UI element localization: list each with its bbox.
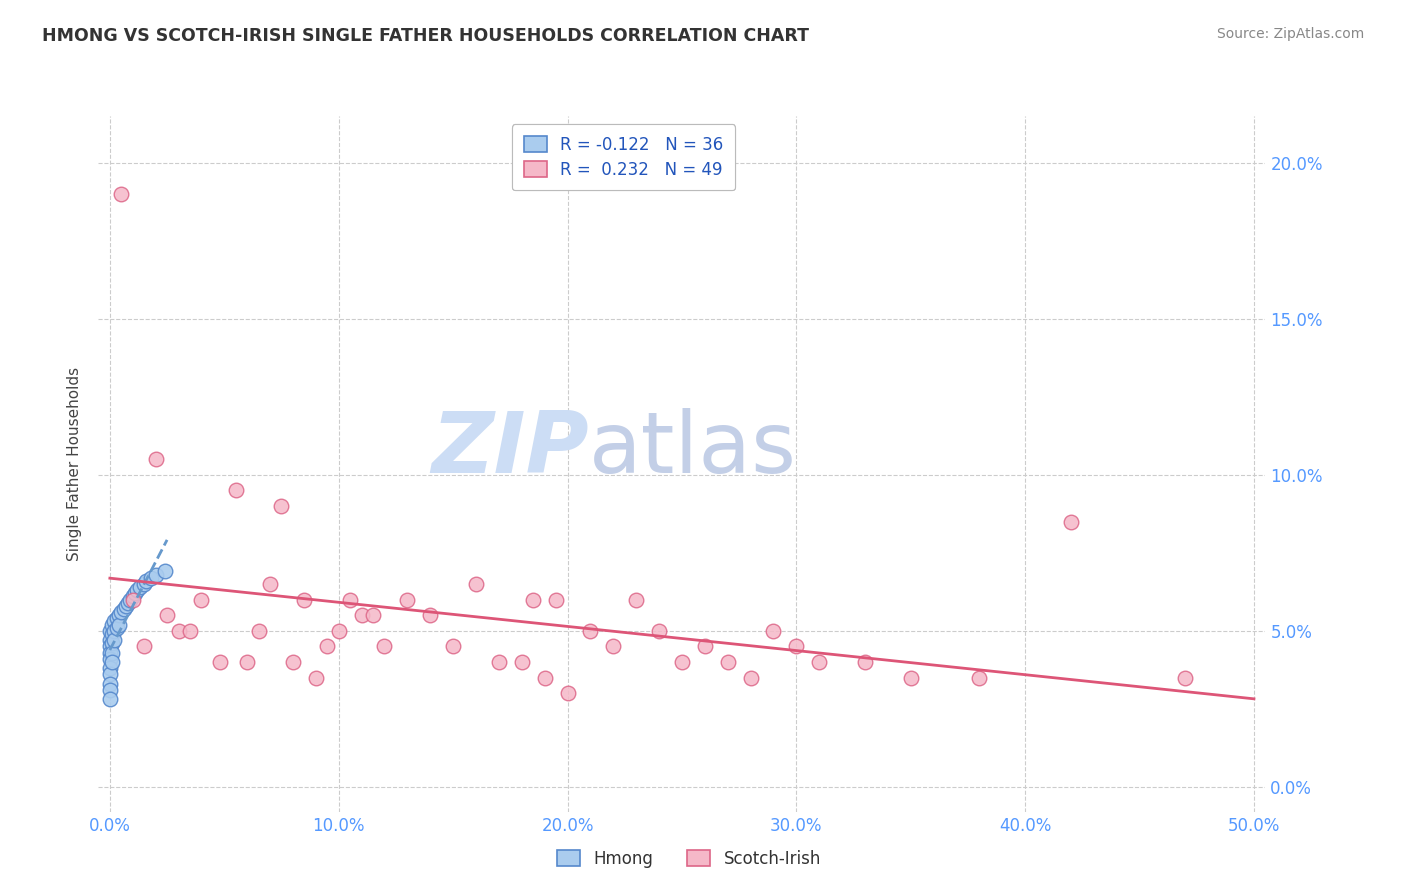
Point xyxy=(510,655,533,669)
Point xyxy=(247,624,270,638)
Point xyxy=(740,671,762,685)
Point xyxy=(969,671,991,685)
Point xyxy=(441,640,464,654)
Point xyxy=(98,661,121,675)
Point xyxy=(98,640,121,654)
Point xyxy=(179,624,201,638)
Point xyxy=(419,608,441,623)
Point xyxy=(167,624,190,638)
Point xyxy=(208,655,231,669)
Point xyxy=(145,452,167,467)
Point xyxy=(127,583,149,598)
Point xyxy=(717,655,740,669)
Point xyxy=(808,655,831,669)
Legend: R = -0.122   N = 36, R =  0.232   N = 49: R = -0.122 N = 36, R = 0.232 N = 49 xyxy=(512,124,735,190)
Point xyxy=(259,577,281,591)
Point xyxy=(101,636,124,650)
Point xyxy=(488,655,510,669)
Point xyxy=(156,608,179,623)
Point xyxy=(101,627,124,641)
Point xyxy=(117,596,139,610)
Point xyxy=(900,671,922,685)
Point xyxy=(522,592,544,607)
Point xyxy=(105,611,128,625)
Point xyxy=(465,577,488,591)
Point xyxy=(121,590,143,604)
Point xyxy=(236,655,259,669)
Point xyxy=(624,592,647,607)
Point xyxy=(98,633,121,648)
Point xyxy=(145,567,167,582)
Point xyxy=(762,624,785,638)
Point xyxy=(339,592,361,607)
Point xyxy=(350,608,373,623)
Point xyxy=(98,667,121,681)
Point xyxy=(139,571,162,585)
Point xyxy=(124,586,146,600)
Point xyxy=(103,633,125,648)
Point xyxy=(544,592,567,607)
Point xyxy=(115,599,138,613)
Point xyxy=(98,646,121,660)
Point xyxy=(557,686,579,700)
Point xyxy=(134,577,156,591)
Text: ZIP: ZIP xyxy=(430,409,589,491)
Text: HMONG VS SCOTCH-IRISH SINGLE FATHER HOUSEHOLDS CORRELATION CHART: HMONG VS SCOTCH-IRISH SINGLE FATHER HOUS… xyxy=(42,27,810,45)
Text: atlas: atlas xyxy=(589,409,797,491)
Legend: Hmong, Scotch-Irish: Hmong, Scotch-Irish xyxy=(550,844,828,875)
Text: Source: ZipAtlas.com: Source: ZipAtlas.com xyxy=(1216,27,1364,41)
Point xyxy=(316,640,339,654)
Point xyxy=(112,602,135,616)
Point xyxy=(579,624,602,638)
Point xyxy=(785,640,807,654)
Point xyxy=(225,483,247,498)
Point xyxy=(120,592,142,607)
Point xyxy=(153,565,176,579)
Point xyxy=(108,617,131,632)
Point xyxy=(101,655,124,669)
Point xyxy=(305,671,328,685)
Point xyxy=(396,592,419,607)
Point xyxy=(328,624,350,638)
Point xyxy=(135,574,157,588)
Point xyxy=(1060,515,1083,529)
Point xyxy=(853,655,876,669)
Y-axis label: Single Father Households: Single Father Households xyxy=(67,367,83,561)
Point xyxy=(110,186,132,201)
Point xyxy=(98,677,121,691)
Point xyxy=(270,499,292,513)
Point xyxy=(361,608,384,623)
Point xyxy=(103,615,125,629)
Point xyxy=(98,692,121,706)
Point xyxy=(103,624,125,638)
Point xyxy=(134,640,156,654)
Point xyxy=(373,640,395,654)
Point xyxy=(128,580,150,594)
Point xyxy=(98,624,121,638)
Point xyxy=(693,640,716,654)
Point xyxy=(98,683,121,698)
Point xyxy=(98,652,121,666)
Point xyxy=(648,624,671,638)
Point xyxy=(671,655,693,669)
Point xyxy=(121,592,143,607)
Point xyxy=(190,592,212,607)
Point xyxy=(110,605,132,619)
Point xyxy=(292,592,315,607)
Point xyxy=(101,617,124,632)
Point xyxy=(1174,671,1197,685)
Point xyxy=(281,655,304,669)
Point xyxy=(108,608,131,623)
Point xyxy=(602,640,624,654)
Point xyxy=(105,621,128,635)
Point xyxy=(101,646,124,660)
Point xyxy=(533,671,555,685)
